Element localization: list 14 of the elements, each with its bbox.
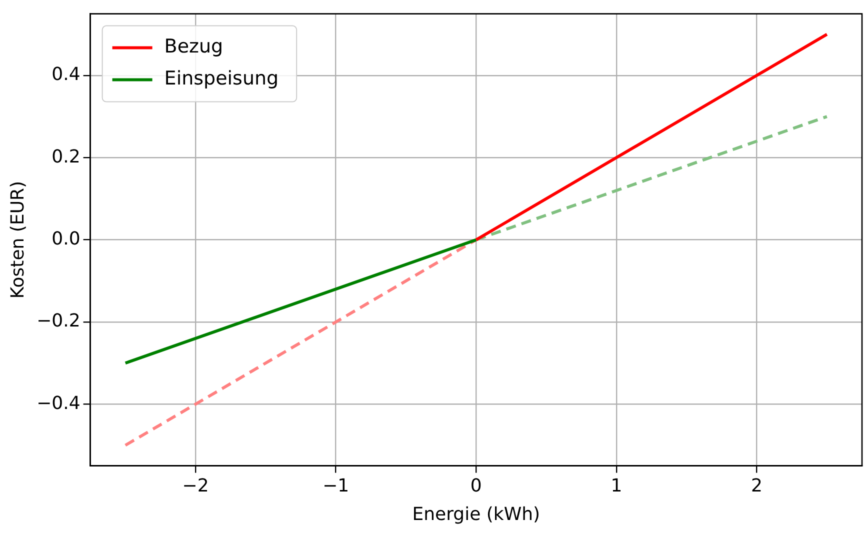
- x-tick-label: 2: [751, 475, 762, 496]
- x-tick-label: −1: [322, 475, 350, 496]
- x-axis-title: Energie (kWh): [412, 504, 540, 525]
- legend-label: Bezug: [164, 36, 224, 58]
- y-axis-title: Kosten (EUR): [7, 180, 28, 299]
- y-tick-label: −0.2: [36, 310, 80, 332]
- x-tick-label: 1: [610, 475, 622, 496]
- x-tick-label: 0: [470, 475, 482, 496]
- y-tick-label: −0.4: [36, 392, 80, 414]
- x-tick-label: −2: [182, 475, 209, 496]
- y-tick-label: 0.4: [52, 64, 80, 86]
- y-tick-label: 0.0: [52, 228, 80, 250]
- legend-label: Einspeisung: [164, 68, 279, 90]
- y-tick-label: 0.2: [52, 146, 80, 168]
